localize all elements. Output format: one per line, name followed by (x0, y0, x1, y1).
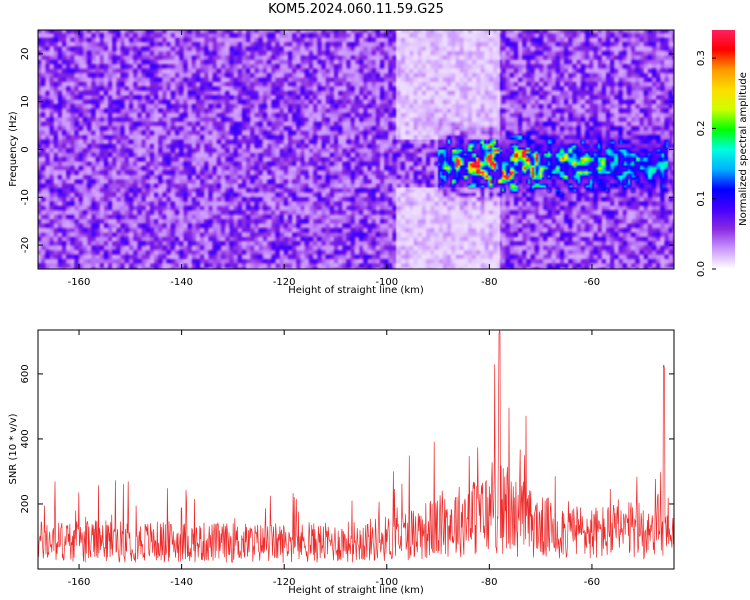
figure-title: KOM5.2024.060.11.59.G25 (268, 2, 444, 17)
snr-y-label: SNR (10 * v/v) (8, 413, 19, 484)
snr-x-tick-label: -160 (68, 577, 91, 588)
heatmap-y-tick-label: -20 (20, 237, 31, 253)
snr-y-tick-label: 600 (20, 364, 31, 383)
heatmap-x-tick-label: -140 (170, 277, 193, 288)
snr-x-ticks: -160 -140 -120 -100 -80 -60 (68, 330, 600, 588)
snr-panel: -160 -140 -120 -100 -80 -60 200 400 600 Height … (8, 329, 675, 596)
snr-x-label: Height of straight line (km) (288, 585, 424, 596)
heatmap-y-tick-label: 0 (20, 146, 31, 152)
snr-frame (37, 329, 675, 570)
colorbar-tick-label: 0.2 (696, 120, 707, 136)
heatmap-x-tick-label: -160 (68, 277, 91, 288)
heatmap-x-tick-label: -60 (584, 277, 600, 288)
snr-x-tick-label: -100 (375, 577, 398, 588)
colorbar: 0.0 0.1 0.2 0.3 Normalized spectral amplitu… (696, 30, 749, 277)
heatmap-y-ticks: -20 -10 0 10 20 (20, 48, 674, 253)
colorbar-label: Normalized spectral amplitude (738, 72, 749, 226)
heatmap-x-tick-label: -120 (273, 277, 296, 288)
snr-y-tick-label: 400 (20, 429, 31, 448)
heatmap-y-tick-label: 20 (20, 48, 31, 61)
snr-x-tick-label: -120 (273, 577, 296, 588)
colorbar-tick-label: 0.3 (696, 50, 707, 66)
colorbar-ticks: 0.0 0.1 0.2 0.3 (696, 50, 716, 277)
colorbar-tick-label: 0.0 (696, 261, 707, 277)
heatmap-x-ticks: -160 -140 -120 -100 -80 -60 (68, 30, 600, 288)
heatmap-y-label: Frequency (Hz) (8, 111, 19, 187)
colorbar-gradient (712, 30, 735, 269)
snr-x-tick-label: -60 (584, 577, 600, 588)
heatmap-x-label: Height of straight line (km) (288, 285, 424, 296)
heatmap-y-tick-label: 10 (20, 95, 31, 108)
heatmap-image (38, 30, 674, 269)
snr-y-tick-label: 200 (20, 494, 31, 513)
snr-x-tick-label: -140 (170, 577, 193, 588)
colorbar-tick-label: 0.1 (696, 191, 707, 207)
heatmap-x-tick-label: -80 (481, 277, 497, 288)
heatmap-y-tick-label: -10 (20, 189, 31, 205)
snr-series-line (38, 330, 674, 564)
snr-y-ticks: 200 400 600 (20, 364, 674, 514)
heatmap-x-tick-label: -100 (375, 277, 398, 288)
snr-x-tick-label: -80 (481, 577, 497, 588)
